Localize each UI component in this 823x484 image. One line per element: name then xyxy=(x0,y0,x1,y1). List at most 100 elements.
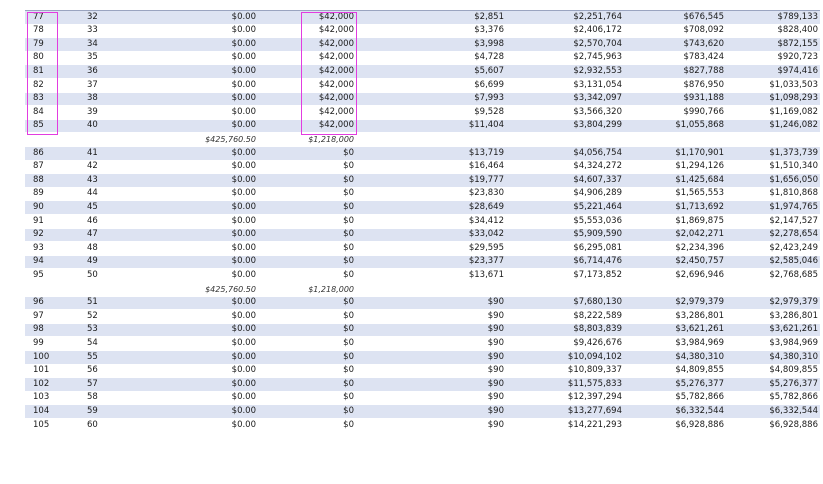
cell-col-b: $0 xyxy=(343,161,354,172)
cell-col-b: $0 xyxy=(343,269,354,280)
table-top-border xyxy=(25,10,820,11)
cell-col-d: $7,680,130 xyxy=(573,297,622,308)
cell-col-f: $3,621,261 xyxy=(769,324,818,335)
cell-col-a: $0.00 xyxy=(231,65,256,76)
cell-col-c: $90 xyxy=(487,378,504,389)
cell-col-c: $6,699 xyxy=(474,79,504,90)
cell-age: 103 xyxy=(33,392,50,403)
cell-col-c: $90 xyxy=(487,365,504,376)
cell-year: 33 xyxy=(87,25,98,36)
cell-col-d: $3,804,299 xyxy=(573,120,622,131)
cell-col-a: $0.00 xyxy=(231,161,256,172)
cell-col-e: $3,286,801 xyxy=(675,310,724,321)
table-row: 95 50 $0.00 $0 $13,671 $7,173,852 $2,696,946 $2… xyxy=(25,269,820,283)
cell-year: 58 xyxy=(87,392,98,403)
cell-col-f: $1,033,503 xyxy=(769,79,818,90)
cell-col-c: $13,671 xyxy=(468,269,504,280)
cell-col-e: $827,788 xyxy=(683,65,724,76)
cell-col-f: $4,809,855 xyxy=(769,365,818,376)
table-row: 101 56 $0.00 $0 $90 $10,809,337 $4,809,855 $4,8… xyxy=(25,365,820,379)
cell-col-a: $0.00 xyxy=(231,79,256,90)
cell-year: 59 xyxy=(87,405,98,416)
cell-col-f: $1,246,082 xyxy=(769,120,818,131)
cell-year: 45 xyxy=(87,201,98,212)
cell-col-f: $6,332,544 xyxy=(769,405,818,416)
cell-col-c: $28,649 xyxy=(468,201,504,212)
cell-year: 32 xyxy=(87,11,98,22)
cell-age: 79 xyxy=(33,38,44,49)
cell-col-c: $90 xyxy=(487,337,504,348)
cell-col-e: $676,545 xyxy=(683,11,724,22)
subtotal-row: $425,760.50 $1,218,000 xyxy=(25,133,820,147)
cell-col-a: $0.00 xyxy=(231,38,256,49)
cell-col-b: $0 xyxy=(343,188,354,199)
cell-year: 55 xyxy=(87,351,98,362)
cell-col-c: $5,607 xyxy=(474,65,504,76)
cell-col-f: $2,147,527 xyxy=(769,215,818,226)
table-row: 81 36 $0.00 $42,000 $5,607 $2,932,553 $827,788… xyxy=(25,65,820,79)
cell-col-e: $1,565,553 xyxy=(675,188,724,199)
cell-age: 86 xyxy=(33,147,44,158)
cell-col-d: $6,295,081 xyxy=(573,242,622,253)
cell-col-a: $0.00 xyxy=(231,337,256,348)
cell-col-b: $42,000 xyxy=(318,93,354,104)
table-row: 94 49 $0.00 $0 $23,377 $6,714,476 $2,450,757 $2… xyxy=(25,255,820,270)
cell-col-a: $0.00 xyxy=(231,215,256,226)
cell-age: 91 xyxy=(33,215,44,226)
cell-col-a: $0.00 xyxy=(231,242,256,253)
cell-col-f: $1,656,050 xyxy=(769,174,818,185)
cell-col-d: $2,570,704 xyxy=(573,38,622,49)
cell-col-e: $5,782,866 xyxy=(675,392,724,403)
cell-col-c: $3,376 xyxy=(474,25,504,36)
cell-col-c: $90 xyxy=(487,392,504,403)
cell-col-a: $0.00 xyxy=(231,93,256,104)
cell-col-d: $9,426,676 xyxy=(573,337,622,348)
cell-col-c: $4,728 xyxy=(474,52,504,63)
cell-col-e: $2,979,379 xyxy=(675,297,724,308)
cell-col-b: $42,000 xyxy=(318,38,354,49)
cell-age: 77 xyxy=(33,11,44,22)
table-row: 87 42 $0.00 $0 $16,464 $4,324,272 $1,294,126 $1… xyxy=(25,161,820,175)
cell-col-d: $11,575,833 xyxy=(567,378,622,389)
cell-col-e: $4,809,855 xyxy=(675,365,724,376)
cell-col-f: $872,155 xyxy=(777,38,818,49)
cell-year: 44 xyxy=(87,188,98,199)
cell-col-c: $90 xyxy=(487,405,504,416)
cell-year: 43 xyxy=(87,174,98,185)
cell-col-b: $0 xyxy=(343,337,354,348)
cell-year: 52 xyxy=(87,310,98,321)
cell-age: 84 xyxy=(33,106,44,117)
cell-col-e: $1,170,901 xyxy=(675,147,724,158)
subtotal-col-b: $1,218,000 xyxy=(308,285,354,294)
cell-col-d: $13,277,694 xyxy=(567,405,622,416)
cell-col-c: $23,377 xyxy=(468,256,504,267)
cell-col-d: $8,803,839 xyxy=(573,324,622,335)
table-row: 105 60 $0.00 $0 $90 $14,221,293 $6,928,886 $6,9… xyxy=(25,419,820,433)
cell-col-d: $5,221,464 xyxy=(573,201,622,212)
table-row: 98 53 $0.00 $0 $90 $8,803,839 $3,621,261 $3,621… xyxy=(25,323,820,338)
table-row: 99 54 $0.00 $0 $90 $9,426,676 $3,984,969 $3,984… xyxy=(25,337,820,351)
cell-col-f: $2,278,654 xyxy=(769,229,818,240)
cell-age: 83 xyxy=(33,93,44,104)
cell-col-b: $0 xyxy=(343,405,354,416)
cell-col-a: $0.00 xyxy=(231,351,256,362)
cell-year: 54 xyxy=(87,337,98,348)
cell-col-f: $3,984,969 xyxy=(769,337,818,348)
cell-year: 53 xyxy=(87,324,98,335)
cell-col-b: $0 xyxy=(343,147,354,158)
cell-col-a: $0.00 xyxy=(231,419,256,430)
cell-col-e: $708,092 xyxy=(683,25,724,36)
cell-col-c: $90 xyxy=(487,324,504,335)
cell-year: 49 xyxy=(87,256,98,267)
cell-year: 41 xyxy=(87,147,98,158)
cell-age: 92 xyxy=(33,229,44,240)
cell-col-c: $13,719 xyxy=(468,147,504,158)
subtotal-col-a: $425,760.50 xyxy=(205,135,256,145)
cell-age: 93 xyxy=(33,242,44,253)
cell-age: 95 xyxy=(33,269,44,280)
cell-col-e: $1,055,868 xyxy=(675,120,724,131)
cell-col-b: $0 xyxy=(343,174,354,185)
cell-col-a: $0.00 xyxy=(231,229,256,240)
cell-age: 87 xyxy=(33,161,44,172)
cell-col-c: $90 xyxy=(487,351,504,362)
